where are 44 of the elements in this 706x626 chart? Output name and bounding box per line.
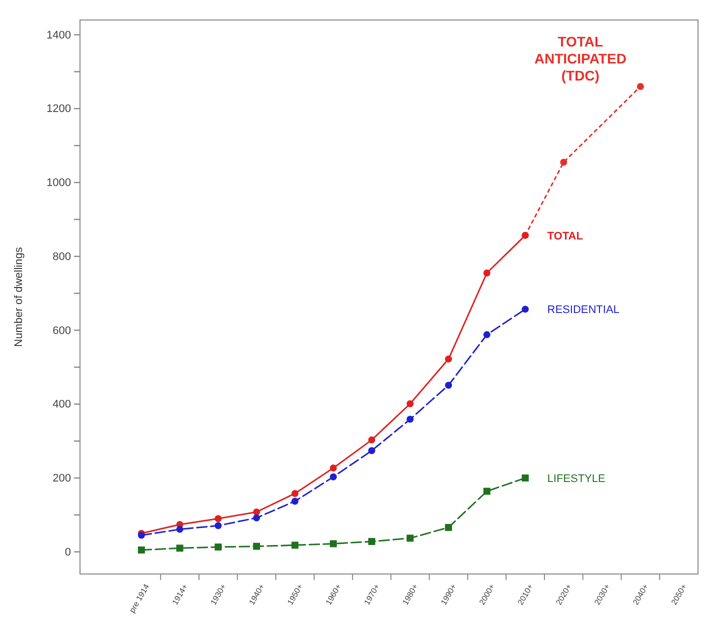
point [138,546,145,554]
y-tick-label: 600 [52,324,71,337]
y-tick-label: 1000 [46,177,71,190]
point [406,400,414,408]
point [522,306,529,313]
y-tick-label: 200 [52,472,71,484]
point [368,436,376,444]
point [483,331,490,338]
point [483,269,490,276]
point [214,522,222,530]
point [214,544,222,551]
point [253,508,260,516]
point [176,544,184,552]
series-label: LIFESTYLE [547,472,606,485]
series-label: TOTAL [547,230,584,242]
point [444,382,452,389]
y-tick-label: 0 [64,546,71,558]
y-tick-label: 1200 [46,103,71,116]
point [253,542,260,550]
point [483,488,490,495]
point [444,524,452,531]
point [368,538,376,545]
point [444,356,452,363]
point [330,540,337,548]
point [291,490,298,497]
point [406,416,414,423]
point [406,534,414,542]
point [560,158,568,166]
point [330,473,337,480]
point [368,447,376,454]
point [214,515,222,522]
point [176,526,184,533]
point [291,542,298,549]
y-tick-label: 1400 [46,29,71,42]
series-label: RESIDENTIAL [547,304,620,316]
series-label: TOTAL ANTICIPATED (TDC) [534,33,626,84]
y-tick-label: 400 [52,398,71,411]
point [522,474,529,482]
y-tick-label: 800 [52,250,71,263]
y-axis-title: Number of dwellings [13,246,25,347]
point [636,82,644,90]
point [330,464,337,472]
point [253,514,260,522]
point [291,498,298,505]
